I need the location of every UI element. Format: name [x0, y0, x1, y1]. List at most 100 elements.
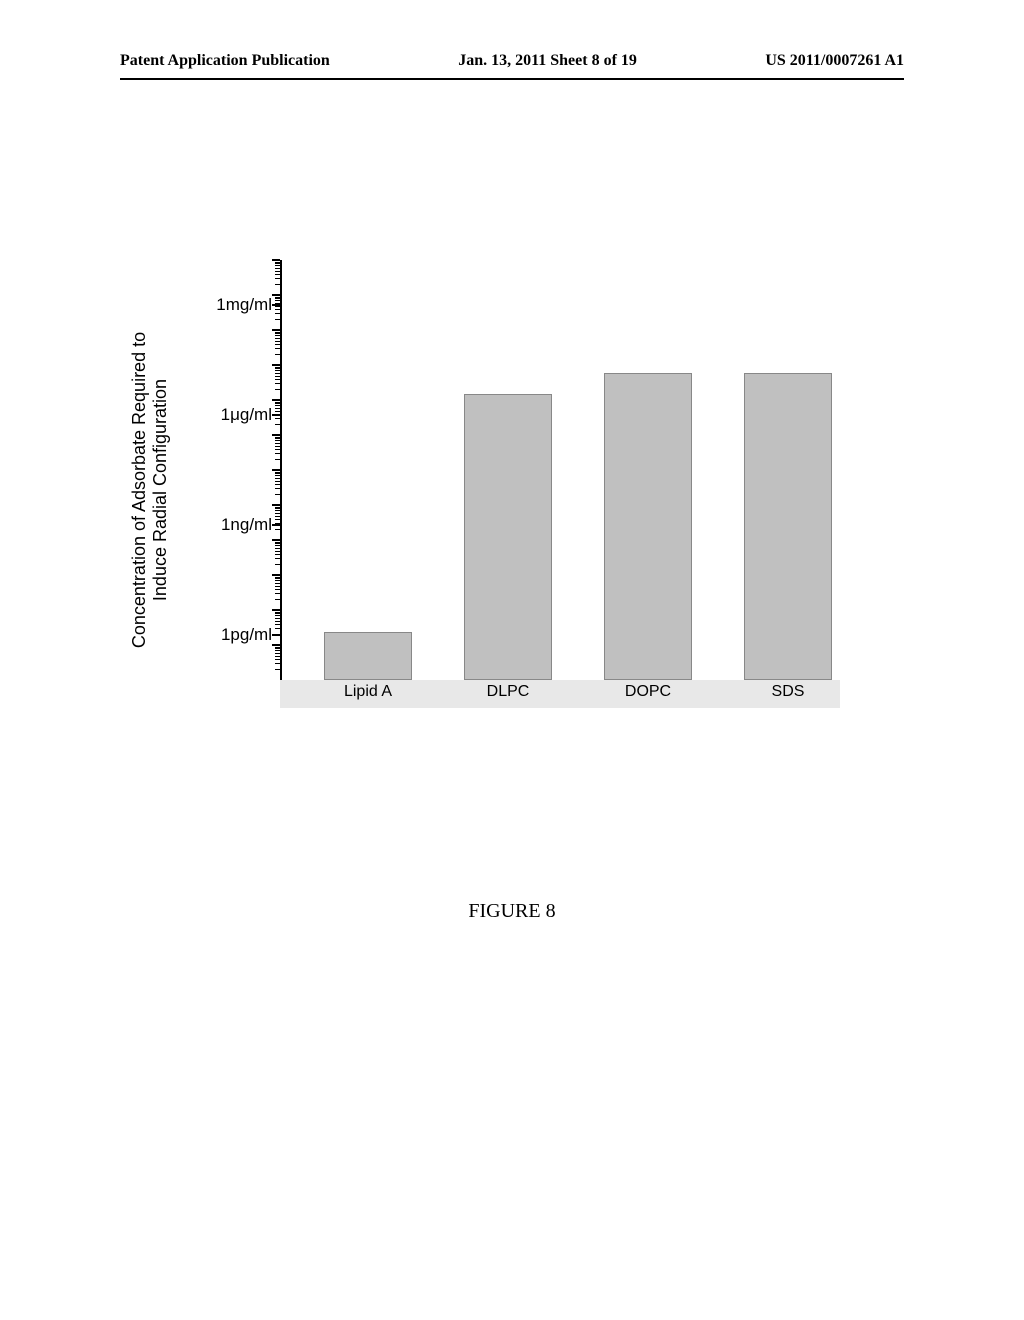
y-tick-minor	[275, 508, 280, 509]
header-patent-number: US 2011/0007261 A1	[765, 52, 904, 70]
y-tick-minor	[275, 262, 280, 263]
y-tick-minor	[275, 656, 280, 657]
y-tick-minor	[275, 438, 280, 439]
y-tick-minor	[275, 263, 280, 264]
x-axis-label: SDS	[772, 683, 805, 701]
y-tick-minor	[275, 300, 280, 301]
y-tick-label: 1mg/ml	[216, 295, 272, 315]
x-axis-label: DLPC	[487, 683, 530, 701]
y-tick-label: 1μg/ml	[221, 405, 272, 425]
header-date-sheet: Jan. 13, 2011 Sheet 8 of 19	[458, 52, 637, 70]
y-tick-minor	[275, 624, 280, 625]
y-tick-minor	[275, 613, 280, 614]
y-tick-minor	[275, 341, 280, 342]
y-tick-minor	[275, 650, 280, 651]
y-axis-line	[280, 260, 282, 680]
y-tick-minor	[275, 306, 280, 307]
y-tick-label: 1ng/ml	[221, 515, 272, 535]
y-tick-minor	[275, 313, 280, 314]
y-tick-minor	[275, 583, 280, 584]
y-tick-minor	[275, 348, 280, 349]
y-tick-minor	[275, 402, 280, 403]
y-tick-minor	[275, 593, 280, 594]
y-tick-minor	[275, 586, 280, 587]
y-tick-minor	[275, 268, 280, 269]
y-tick-minor	[275, 634, 280, 635]
header-divider	[120, 78, 904, 80]
y-tick-minor	[275, 414, 280, 415]
y-tick-minor	[275, 333, 280, 334]
y-tick-minor	[275, 354, 280, 355]
y-tick-minor	[275, 437, 280, 438]
y-tick-minor	[275, 545, 280, 546]
y-tick-minor	[275, 449, 280, 450]
y-tick-minor	[275, 383, 280, 384]
y-tick-major	[272, 329, 280, 331]
y-tick-minor	[275, 376, 280, 377]
y-tick-major	[272, 644, 280, 646]
y-tick-minor	[275, 529, 280, 530]
y-tick-major	[272, 539, 280, 541]
y-tick-minor	[275, 440, 280, 441]
y-tick-minor	[275, 335, 280, 336]
y-tick-minor	[275, 519, 280, 520]
y-tick-minor	[275, 621, 280, 622]
y-tick-minor	[275, 523, 280, 524]
bar	[604, 373, 692, 680]
y-tick-minor	[275, 379, 280, 380]
y-tick-minor	[275, 612, 280, 613]
y-tick-minor	[275, 298, 280, 299]
x-axis-label: Lipid A	[344, 683, 392, 701]
y-tick-minor	[275, 411, 280, 412]
y-tick-minor	[275, 558, 280, 559]
y-tick-major	[272, 574, 280, 576]
bar	[324, 632, 412, 680]
y-tick-minor	[275, 274, 280, 275]
y-tick-minor	[275, 513, 280, 514]
y-tick-minor	[275, 653, 280, 654]
y-tick-minor	[275, 510, 280, 511]
y-tick-minor	[275, 494, 280, 495]
y-tick-minor	[275, 481, 280, 482]
y-tick-minor	[275, 578, 280, 579]
y-tick-minor	[275, 367, 280, 368]
y-tick-minor	[275, 542, 280, 543]
y-tick-minor	[275, 373, 280, 374]
y-tick-minor	[275, 389, 280, 390]
y-tick-minor	[275, 543, 280, 544]
y-tick-minor	[275, 669, 280, 670]
y-tick-minor	[275, 478, 280, 479]
y-tick-minor	[275, 564, 280, 565]
y-tick-minor	[275, 424, 280, 425]
y-tick-major	[272, 259, 280, 261]
figure-caption: FIGURE 8	[0, 900, 1024, 923]
y-tick-minor	[275, 403, 280, 404]
y-tick-minor	[275, 551, 280, 552]
y-tick-minor	[275, 484, 280, 485]
y-tick-minor	[275, 659, 280, 660]
y-tick-major	[272, 399, 280, 401]
y-tick-minor	[275, 344, 280, 345]
y-tick-minor	[275, 453, 280, 454]
y-tick-minor	[275, 297, 280, 298]
y-tick-minor	[275, 408, 280, 409]
y-tick-major	[272, 434, 280, 436]
y-tick-minor	[275, 278, 280, 279]
y-tick-minor	[275, 284, 280, 285]
y-tick-minor	[275, 580, 280, 581]
y-tick-minor	[275, 473, 280, 474]
bar-chart: Concentration of Adsorbate Required to I…	[140, 260, 860, 720]
y-tick-major	[272, 294, 280, 296]
bar	[464, 394, 552, 680]
x-axis-label: DOPC	[625, 683, 671, 701]
y-tick-minor	[275, 589, 280, 590]
y-tick-major	[272, 364, 280, 366]
plot-area: 1pg/ml1ng/ml1μg/ml1mg/ml Lipid ADLPCDOPC…	[280, 260, 840, 680]
y-tick-minor	[275, 488, 280, 489]
y-tick-major	[272, 524, 280, 526]
y-axis-label: Concentration of Adsorbate Required to I…	[129, 290, 171, 690]
y-tick-minor	[275, 648, 280, 649]
y-tick-minor	[275, 554, 280, 555]
x-axis-labels: Lipid A DLPC DOPC SDS	[280, 680, 840, 708]
page-header: Patent Application Publication Jan. 13, …	[0, 52, 1024, 70]
